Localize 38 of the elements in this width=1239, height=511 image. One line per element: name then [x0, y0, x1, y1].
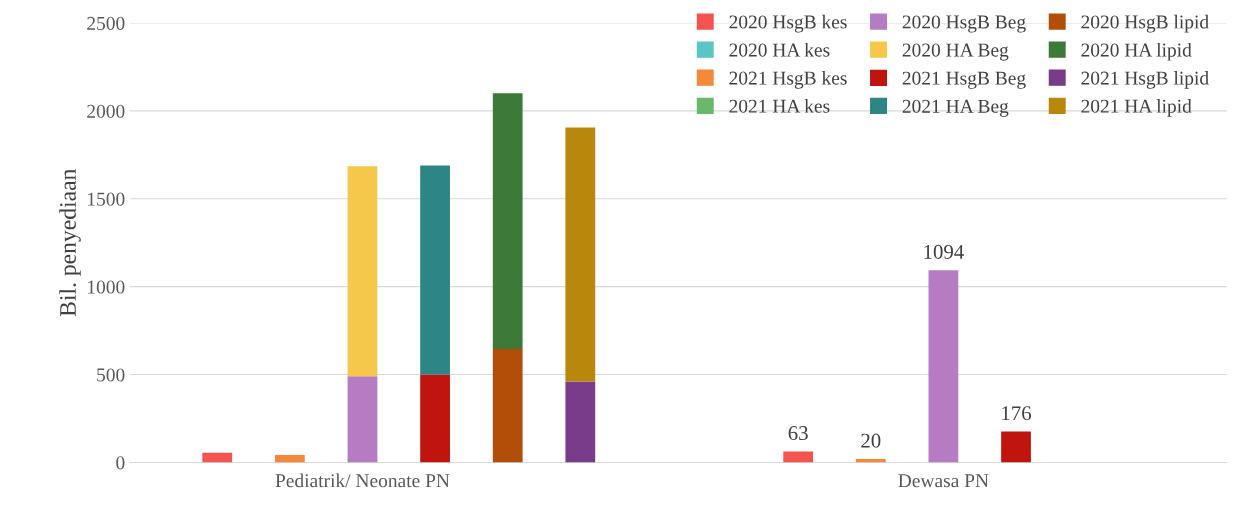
y-axis-title: Bil. penyediaan	[59, 169, 81, 317]
legend-label: 2020 HA kes	[729, 42, 830, 57]
bar	[347, 376, 378, 463]
legend-label: 2021 HsgB Beg	[902, 71, 1026, 89]
data-label: 20	[861, 433, 881, 448]
x-tick-label: Dewasa PN	[898, 474, 989, 488]
bar	[274, 454, 305, 463]
data-label: 176	[1002, 406, 1032, 421]
legend-label: 2021 HsgB kes	[729, 71, 847, 89]
bar	[783, 451, 814, 463]
bar	[347, 166, 378, 377]
data-label: 1094	[924, 244, 964, 259]
y-tick-label: 1500	[88, 192, 125, 206]
legend-label: 2020 HsgB Beg	[902, 15, 1026, 33]
bar	[1001, 431, 1031, 463]
y-tick-label: 0	[116, 456, 125, 470]
legend-label: 2021 HA kes	[729, 99, 830, 113]
bar	[492, 349, 523, 463]
bar	[565, 381, 596, 463]
legend-label: 2020 HsgB lipid	[1081, 14, 1209, 33]
legend-label: 2021 HA lipid	[1081, 99, 1192, 117]
y-tick-label: 500	[97, 368, 125, 382]
bar	[420, 374, 450, 463]
x-tick-label: Pediatrik/ Neonate PN	[275, 473, 450, 488]
data-label: 63	[788, 426, 808, 441]
legend-label: 2020 HA Beg	[902, 43, 1009, 61]
legend-label: 2021 HsgB lipid	[1081, 71, 1209, 89]
bar	[492, 93, 523, 350]
bar	[420, 165, 450, 375]
legend-label: 2020 HA lipid	[1081, 42, 1192, 61]
bar	[202, 452, 233, 463]
bar	[928, 270, 959, 463]
y-tick-label: 1000	[88, 280, 125, 294]
y-tick-label: 2500	[87, 16, 125, 30]
legend-label: 2020 HsgB kes	[729, 14, 847, 33]
legend-label: 2021 HA Beg	[902, 99, 1009, 117]
bar	[565, 127, 596, 382]
y-tick-label: 2000	[87, 104, 125, 118]
